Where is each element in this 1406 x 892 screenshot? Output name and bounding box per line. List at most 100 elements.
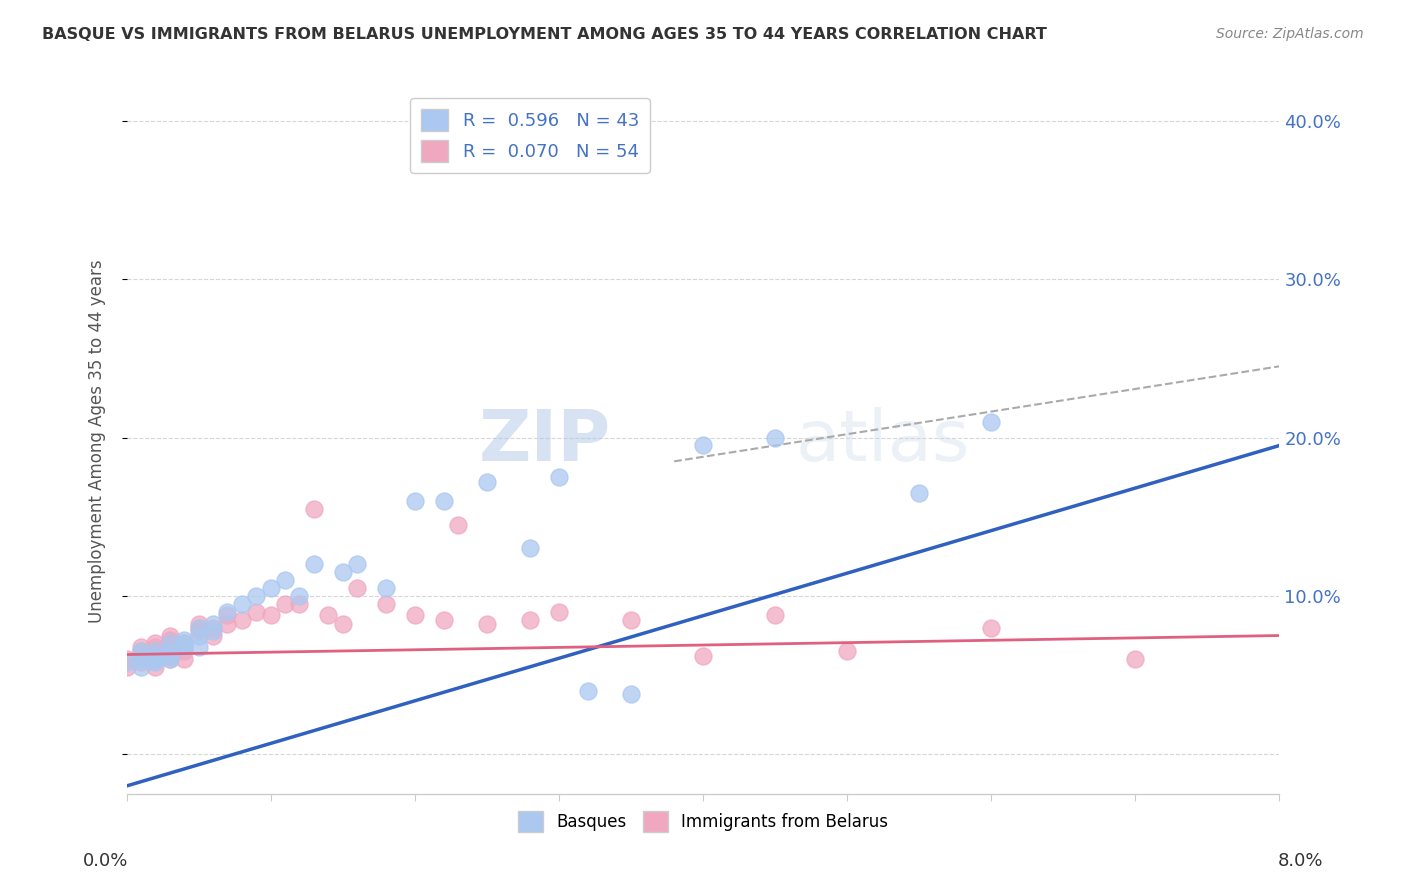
Point [202, 628, 225, 642]
Point [129, 649, 152, 664]
Point [145, 649, 166, 664]
Point [159, 649, 181, 664]
Point [159, 644, 181, 658]
Point [145, 652, 166, 666]
Point [404, 607, 426, 622]
Point [302, 501, 325, 516]
Point [346, 581, 368, 595]
Text: Source: ZipAtlas.com: Source: ZipAtlas.com [1216, 27, 1364, 41]
Point [217, 617, 239, 632]
Point [980, 621, 1002, 635]
Point [475, 475, 498, 489]
Point [433, 613, 456, 627]
Point [129, 644, 152, 658]
Point [159, 636, 181, 650]
Point [231, 613, 253, 627]
Y-axis label: Unemployment Among Ages 35 to 44 years: Unemployment Among Ages 35 to 44 years [87, 260, 105, 624]
Point [129, 652, 152, 666]
Point [187, 621, 209, 635]
Point [519, 613, 541, 627]
Point [763, 607, 786, 622]
Point [159, 644, 181, 658]
Point [202, 624, 225, 638]
Text: atlas: atlas [796, 407, 970, 476]
Point [159, 652, 181, 666]
Point [173, 644, 195, 658]
Point [692, 649, 714, 664]
Point [202, 617, 225, 632]
Point [145, 640, 166, 654]
Point [145, 644, 166, 658]
Point [129, 644, 152, 658]
Point [145, 656, 166, 670]
Text: 8.0%: 8.0% [1278, 852, 1323, 870]
Point [288, 589, 311, 603]
Text: ZIP: ZIP [478, 407, 610, 476]
Point [145, 649, 166, 664]
Point [259, 581, 281, 595]
Point [159, 652, 181, 666]
Point [447, 517, 470, 532]
Point [173, 652, 195, 666]
Point [620, 613, 643, 627]
Point [129, 652, 152, 666]
Point [692, 438, 714, 452]
Point [404, 494, 426, 508]
Point [302, 558, 325, 572]
Point [159, 633, 181, 648]
Point [231, 597, 253, 611]
Point [145, 652, 166, 666]
Point [145, 644, 166, 658]
Point [187, 617, 209, 632]
Point [173, 636, 195, 650]
Point [129, 640, 152, 654]
Point [433, 494, 456, 508]
Legend: Basques, Immigrants from Belarus: Basques, Immigrants from Belarus [510, 805, 896, 838]
Text: BASQUE VS IMMIGRANTS FROM BELARUS UNEMPLOYMENT AMONG AGES 35 TO 44 YEARS CORRELA: BASQUE VS IMMIGRANTS FROM BELARUS UNEMPL… [42, 27, 1047, 42]
Point [159, 640, 181, 654]
Point [346, 558, 368, 572]
Point [159, 628, 181, 642]
Point [475, 617, 498, 632]
Point [332, 617, 354, 632]
Point [129, 660, 152, 674]
Point [129, 656, 152, 670]
Point [145, 652, 166, 666]
Point [548, 605, 571, 619]
Text: 0.0%: 0.0% [83, 852, 128, 870]
Point [159, 649, 181, 664]
Point [548, 470, 571, 484]
Point [245, 605, 267, 619]
Point [115, 652, 138, 666]
Point [187, 621, 209, 635]
Point [274, 573, 297, 587]
Point [145, 660, 166, 674]
Point [318, 607, 340, 622]
Point [217, 605, 239, 619]
Point [202, 621, 225, 635]
Point [519, 541, 541, 556]
Point [288, 597, 311, 611]
Point [245, 589, 267, 603]
Point [187, 624, 209, 638]
Point [274, 597, 297, 611]
Point [187, 640, 209, 654]
Point [217, 607, 239, 622]
Point [115, 660, 138, 674]
Point [980, 415, 1002, 429]
Point [173, 636, 195, 650]
Point [763, 431, 786, 445]
Point [187, 628, 209, 642]
Point [145, 652, 166, 666]
Point [129, 649, 152, 664]
Point [173, 640, 195, 654]
Point [374, 581, 398, 595]
Point [620, 687, 643, 701]
Point [374, 597, 398, 611]
Point [173, 633, 195, 648]
Point [145, 636, 166, 650]
Point [259, 607, 281, 622]
Point [173, 640, 195, 654]
Point [908, 486, 931, 500]
Point [576, 684, 599, 698]
